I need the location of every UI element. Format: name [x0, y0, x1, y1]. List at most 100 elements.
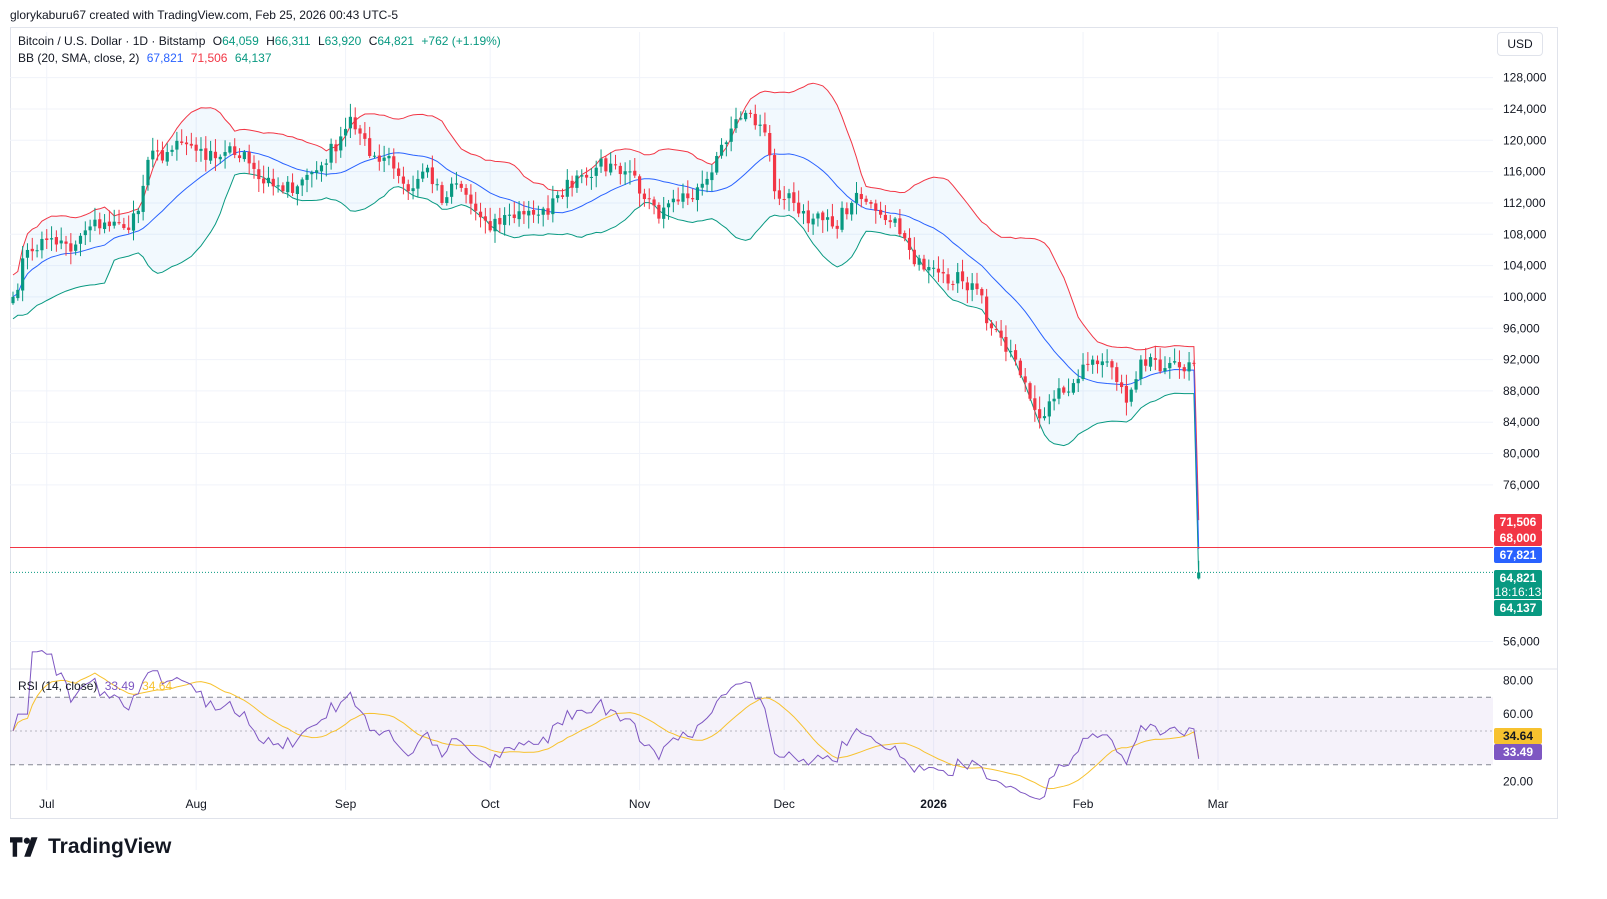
rsi-axis-tick: 20.00 [1503, 775, 1533, 789]
candle-body [893, 218, 897, 223]
candle-body [1052, 398, 1056, 402]
candle-body [570, 180, 574, 188]
candle-body [941, 271, 945, 274]
candle-body [1018, 360, 1022, 376]
candle-body [715, 155, 719, 173]
candle-body [141, 185, 145, 212]
candle-body [387, 155, 391, 159]
candle-body [1105, 361, 1109, 363]
price-axis-tick: 96,000 [1503, 321, 1540, 335]
candle-body [11, 296, 15, 304]
candle-body [180, 141, 184, 143]
candle-body [445, 197, 449, 204]
time-axis-tick: Nov [629, 797, 650, 811]
candle-body [324, 163, 328, 165]
candle-body [527, 210, 531, 216]
candle-body [16, 289, 20, 299]
candle-body [903, 233, 907, 239]
tradingview-logo[interactable]: TradingView [10, 835, 171, 859]
candle-body [1004, 336, 1008, 352]
candle-body [40, 238, 44, 251]
bb-label[interactable]: BB (20, SMA, close, 2) [18, 51, 140, 65]
candle-body [932, 267, 936, 269]
currency-button[interactable]: USD [1497, 32, 1543, 56]
rsi-ma-line [12, 672, 1200, 790]
candle-body [1047, 401, 1051, 417]
candle-body [830, 216, 834, 227]
candle-body [1033, 398, 1037, 410]
candle-body [315, 170, 319, 173]
bb-fill [13, 83, 1199, 578]
candle-body [1144, 359, 1148, 366]
candle-body [305, 174, 309, 180]
candle-body [1158, 359, 1162, 372]
candle-body [681, 193, 685, 202]
candle-body [25, 249, 30, 258]
bb-mid-value: 67,821 [146, 51, 184, 65]
time-axis-tick: Jul [39, 797, 54, 811]
candle-body [705, 178, 709, 185]
rsi-ma-value: 34.64 [142, 679, 173, 693]
candle-body [951, 283, 955, 285]
candle-body [271, 178, 275, 187]
candle-body [1066, 391, 1071, 393]
candle-body [247, 151, 251, 164]
price-legend[interactable]: Bitcoin / U.S. Dollar · 1D · Bitstamp O 6… [18, 34, 505, 48]
bb-mid-price-label: 67,821 [1494, 547, 1542, 563]
candle-body [753, 113, 757, 126]
candle-body [1042, 416, 1047, 419]
candle-body [160, 150, 165, 161]
rsi-price-label: 33.49 [1494, 744, 1542, 760]
low-value: 63,920 [324, 34, 362, 48]
low-label: L [317, 34, 325, 48]
rsi-legend[interactable]: RSI (14, close) 33.49 34.64 [18, 679, 176, 693]
candle-body [584, 174, 589, 178]
open-label: O [212, 34, 223, 48]
candle-body [329, 143, 333, 163]
candle-body [604, 158, 608, 172]
rsi-label[interactable]: RSI (14, close) [18, 679, 98, 693]
candle-body [806, 210, 810, 224]
candle-body [792, 192, 796, 203]
candle-body [1057, 388, 1061, 399]
candle-body [768, 133, 772, 156]
price-axis-tick: 124,000 [1503, 102, 1547, 116]
candle-body [1197, 572, 1201, 579]
tradingview-logo-icon [10, 837, 38, 857]
candle-body [874, 203, 878, 211]
candle-body [1076, 378, 1080, 384]
bb-legend[interactable]: BB (20, SMA, close, 2) 67,821 71,506 64,… [18, 51, 276, 65]
candle-body [551, 198, 555, 215]
chart-frame [10, 27, 1558, 819]
candle-body [797, 202, 801, 214]
candle-body [131, 213, 136, 231]
candle-body [710, 172, 714, 181]
symbol-title[interactable]: Bitcoin / U.S. Dollar · 1D · Bitstamp [18, 34, 206, 48]
candle-body [1177, 362, 1182, 368]
candle-body [821, 212, 825, 221]
candle-body [411, 188, 415, 192]
rsi-axis-tick: 80.00 [1503, 673, 1533, 687]
candle-body [1009, 351, 1013, 353]
candle-body [1028, 383, 1032, 399]
candle-body [1173, 361, 1177, 363]
candle-body [686, 193, 690, 199]
candle-body [199, 148, 203, 151]
candle-body [845, 208, 849, 215]
price-axis-tick: 128,000 [1503, 71, 1547, 85]
candle-body [98, 219, 102, 229]
candle-body [541, 208, 545, 215]
candle-body [189, 143, 193, 146]
candle-body [1095, 360, 1100, 365]
candle-body [368, 138, 372, 156]
candle-body [638, 176, 642, 194]
candle-body [970, 283, 974, 290]
candle-body [1100, 361, 1104, 366]
candle-body [440, 185, 444, 203]
candle-body [252, 162, 256, 169]
candle-body [879, 209, 883, 215]
candle-body [917, 258, 921, 265]
candle-body [74, 244, 78, 251]
candle-body [864, 198, 868, 202]
